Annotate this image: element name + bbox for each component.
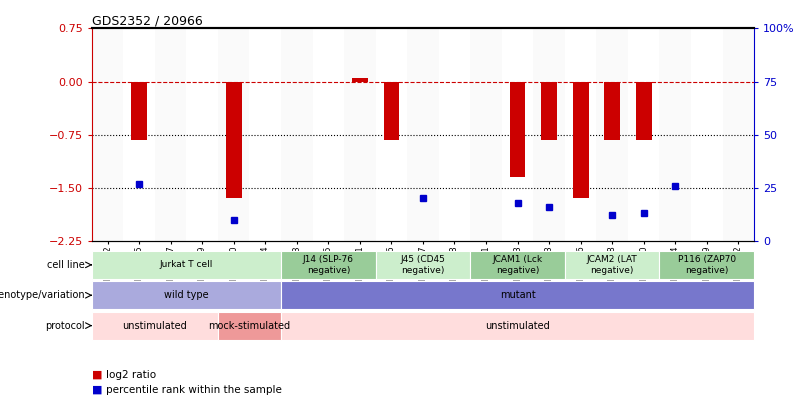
Bar	[659, 28, 691, 241]
Text: protocol: protocol	[45, 321, 85, 330]
Bar	[565, 251, 659, 279]
Text: log2 ratio: log2 ratio	[106, 370, 156, 380]
Text: J45 (CD45
negative): J45 (CD45 negative)	[401, 255, 445, 275]
Bar	[226, 81, 242, 198]
Bar	[659, 251, 754, 279]
Bar	[92, 251, 281, 279]
Bar	[281, 251, 376, 279]
Text: genotype/variation: genotype/variation	[0, 290, 85, 300]
Text: unstimulated: unstimulated	[485, 321, 550, 330]
Bar	[281, 311, 754, 340]
Text: mock-stimulated: mock-stimulated	[208, 321, 290, 330]
Text: GDS2352 / 20966: GDS2352 / 20966	[92, 14, 203, 27]
Bar	[510, 81, 525, 177]
Bar	[722, 28, 754, 241]
Bar	[470, 28, 502, 241]
Bar	[604, 81, 620, 140]
Text: mutant: mutant	[500, 290, 535, 300]
Bar	[92, 311, 218, 340]
Bar	[376, 251, 470, 279]
Bar	[218, 311, 281, 340]
Bar	[533, 28, 565, 241]
Text: unstimulated: unstimulated	[122, 321, 188, 330]
Text: J14 (SLP-76
negative): J14 (SLP-76 negative)	[302, 255, 354, 275]
Text: ■: ■	[92, 385, 102, 395]
Bar	[92, 281, 281, 309]
Bar	[573, 81, 588, 198]
Bar	[541, 81, 557, 140]
Bar	[92, 28, 124, 241]
Text: percentile rank within the sample: percentile rank within the sample	[106, 385, 282, 395]
Bar	[281, 281, 754, 309]
Text: Jurkat T cell: Jurkat T cell	[160, 260, 213, 269]
Bar	[407, 28, 439, 241]
Bar	[636, 81, 652, 140]
Text: P116 (ZAP70
negative): P116 (ZAP70 negative)	[678, 255, 736, 275]
Bar	[470, 251, 565, 279]
Bar	[384, 81, 399, 140]
Text: wild type: wild type	[164, 290, 209, 300]
Bar	[218, 28, 250, 241]
Text: JCAM2 (LAT
negative): JCAM2 (LAT negative)	[587, 255, 638, 275]
Bar	[344, 28, 376, 241]
Text: JCAM1 (Lck
negative): JCAM1 (Lck negative)	[492, 255, 543, 275]
Bar	[155, 28, 187, 241]
Bar	[281, 28, 313, 241]
Bar	[352, 78, 368, 81]
Bar	[131, 81, 147, 140]
Bar	[596, 28, 628, 241]
Text: ■: ■	[92, 370, 102, 380]
Text: cell line: cell line	[47, 260, 85, 270]
